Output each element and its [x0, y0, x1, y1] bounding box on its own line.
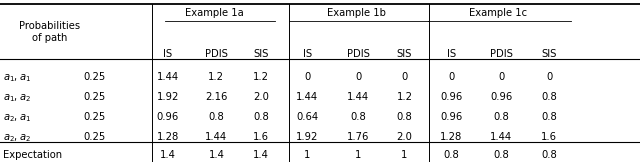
Text: 0: 0: [355, 72, 362, 82]
Text: Example 1c: Example 1c: [469, 8, 527, 18]
Text: 1.4: 1.4: [253, 150, 269, 160]
Text: $a_1,a_2$: $a_1,a_2$: [3, 92, 31, 104]
Text: SIS: SIS: [253, 49, 269, 59]
Text: 0: 0: [448, 72, 454, 82]
Text: 0: 0: [498, 72, 504, 82]
Text: 1.4: 1.4: [209, 150, 224, 160]
Text: 1: 1: [355, 150, 362, 160]
Text: 1.28: 1.28: [440, 132, 462, 142]
Text: $a_2,a_1$: $a_2,a_1$: [3, 112, 31, 124]
Text: 1.44: 1.44: [348, 92, 369, 102]
Text: SIS: SIS: [397, 49, 412, 59]
Text: 1.4: 1.4: [160, 150, 175, 160]
Text: 0: 0: [304, 72, 310, 82]
Text: Expectation: Expectation: [3, 150, 62, 160]
Text: 0.96: 0.96: [440, 112, 462, 122]
Text: IS: IS: [163, 49, 172, 59]
Text: 1.92: 1.92: [296, 132, 318, 142]
Text: 0.25: 0.25: [84, 72, 106, 82]
Text: IS: IS: [303, 49, 312, 59]
Text: 0.8: 0.8: [351, 112, 366, 122]
Text: IS: IS: [447, 49, 456, 59]
Text: 1.6: 1.6: [253, 132, 269, 142]
Text: PDIS: PDIS: [205, 49, 228, 59]
Text: 1.2: 1.2: [209, 72, 225, 82]
Text: 0.8: 0.8: [397, 112, 412, 122]
Text: 0.96: 0.96: [157, 112, 179, 122]
Text: 2.0: 2.0: [253, 92, 269, 102]
Text: 0.8: 0.8: [541, 150, 557, 160]
Text: 0.25: 0.25: [84, 112, 106, 122]
Text: 0.8: 0.8: [541, 112, 557, 122]
Text: 0.64: 0.64: [296, 112, 318, 122]
Text: 1: 1: [401, 150, 408, 160]
Text: 1.92: 1.92: [157, 92, 179, 102]
Text: 0.8: 0.8: [444, 150, 459, 160]
Text: 1.28: 1.28: [157, 132, 179, 142]
Text: 2.16: 2.16: [205, 92, 227, 102]
Text: 0.25: 0.25: [84, 132, 106, 142]
Text: Probabilities
of path: Probabilities of path: [19, 21, 80, 43]
Text: 0.8: 0.8: [493, 150, 509, 160]
Text: 0.8: 0.8: [253, 112, 269, 122]
Text: 1.2: 1.2: [397, 92, 413, 102]
Text: $a_1,a_1$: $a_1,a_1$: [3, 72, 31, 84]
Text: 1.44: 1.44: [296, 92, 318, 102]
Text: 1.76: 1.76: [348, 132, 369, 142]
Text: 0.8: 0.8: [209, 112, 224, 122]
Text: 1.44: 1.44: [490, 132, 512, 142]
Text: 1.6: 1.6: [541, 132, 557, 142]
Text: PDIS: PDIS: [490, 49, 513, 59]
Text: 2.0: 2.0: [397, 132, 412, 142]
Text: PDIS: PDIS: [347, 49, 370, 59]
Text: 1.44: 1.44: [157, 72, 179, 82]
Text: 1.44: 1.44: [205, 132, 227, 142]
Text: Example 1b: Example 1b: [327, 8, 386, 18]
Text: 0: 0: [546, 72, 552, 82]
Text: 0.8: 0.8: [541, 92, 557, 102]
Text: 1: 1: [304, 150, 310, 160]
Text: 0.25: 0.25: [84, 92, 106, 102]
Text: 0.8: 0.8: [493, 112, 509, 122]
Text: SIS: SIS: [541, 49, 557, 59]
Text: 0.96: 0.96: [490, 92, 512, 102]
Text: Example 1a: Example 1a: [185, 8, 244, 18]
Text: $a_2,a_2$: $a_2,a_2$: [3, 132, 31, 144]
Text: 1.2: 1.2: [253, 72, 269, 82]
Text: 0.96: 0.96: [440, 92, 462, 102]
Text: 0: 0: [401, 72, 408, 82]
